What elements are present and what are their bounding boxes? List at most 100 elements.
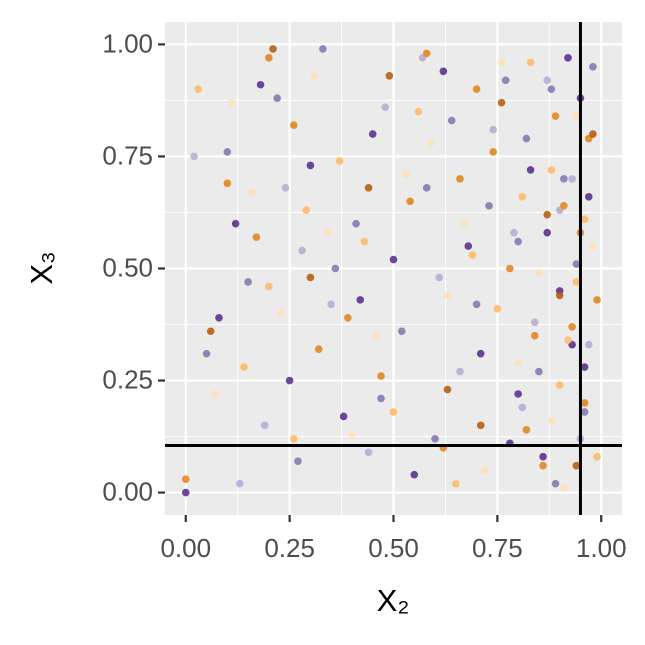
- point: [580, 408, 589, 416]
- x-tick-label: 0.50: [368, 533, 419, 563]
- point: [501, 76, 510, 85]
- point: [398, 327, 406, 336]
- point: [580, 363, 589, 371]
- point: [589, 242, 597, 250]
- point: [481, 466, 489, 474]
- point: [526, 58, 535, 67]
- point: [289, 435, 298, 443]
- point: [202, 349, 211, 358]
- point: [431, 435, 439, 443]
- point: [406, 197, 414, 206]
- point: [211, 390, 219, 398]
- point: [389, 408, 398, 416]
- point: [427, 139, 435, 147]
- point: [456, 175, 464, 183]
- y-axis-title: X₃: [24, 251, 59, 284]
- point: [526, 166, 535, 174]
- point: [381, 103, 389, 111]
- point: [335, 157, 344, 165]
- point: [535, 269, 543, 277]
- point: [593, 452, 601, 461]
- point: [256, 80, 265, 89]
- point: [215, 314, 223, 322]
- point: [572, 278, 581, 286]
- point: [339, 412, 348, 421]
- point: [464, 242, 473, 250]
- point: [560, 484, 568, 492]
- point: [352, 219, 360, 228]
- point: [277, 309, 286, 318]
- point: [518, 403, 527, 412]
- point: [190, 152, 198, 161]
- point: [543, 228, 552, 237]
- point: [364, 448, 373, 457]
- point: [310, 71, 319, 80]
- point: [497, 98, 506, 107]
- point: [194, 85, 203, 94]
- point: [560, 175, 568, 183]
- point: [360, 237, 369, 246]
- point: [510, 228, 518, 237]
- point: [447, 116, 456, 125]
- point: [181, 488, 190, 497]
- point: [551, 112, 560, 120]
- x-tick-label: 0.00: [160, 533, 211, 563]
- point: [327, 300, 335, 309]
- point: [476, 349, 485, 358]
- point: [269, 45, 277, 53]
- point: [323, 228, 331, 237]
- point: [460, 219, 468, 228]
- point: [555, 291, 564, 300]
- point: [435, 273, 444, 282]
- point: [319, 45, 327, 53]
- point: [485, 201, 493, 210]
- point: [530, 331, 539, 340]
- point: [302, 206, 311, 215]
- y-tick-label: 0.00: [102, 476, 153, 506]
- point: [248, 188, 257, 197]
- point: [223, 148, 232, 156]
- point: [522, 134, 531, 143]
- point: [422, 49, 431, 58]
- point: [306, 161, 315, 170]
- point: [356, 296, 365, 304]
- point: [240, 363, 248, 371]
- point: [252, 233, 261, 241]
- point: [235, 479, 244, 488]
- point: [489, 125, 498, 134]
- point: [468, 251, 477, 259]
- point: [227, 98, 236, 107]
- point: [289, 121, 298, 129]
- x-tick-label: 0.75: [472, 533, 523, 563]
- point: [547, 85, 556, 94]
- point: [547, 166, 556, 174]
- point: [518, 192, 527, 201]
- point: [472, 85, 481, 94]
- point: [331, 264, 340, 273]
- x-tick-label: 1.00: [576, 533, 627, 563]
- point: [543, 76, 552, 85]
- point: [551, 479, 560, 488]
- point: [472, 300, 481, 309]
- point: [443, 291, 452, 300]
- point: [206, 327, 215, 336]
- point: [489, 148, 498, 156]
- point: [572, 260, 581, 268]
- point: [572, 112, 581, 120]
- point: [564, 336, 572, 345]
- point: [456, 367, 464, 376]
- point: [593, 296, 601, 304]
- y-tick-label: 0.75: [102, 140, 153, 170]
- point: [344, 314, 352, 322]
- point: [294, 457, 302, 466]
- point: [181, 475, 190, 483]
- point: [568, 175, 576, 183]
- point: [530, 318, 539, 327]
- point: [260, 421, 269, 430]
- point: [410, 470, 419, 479]
- point: [589, 130, 597, 138]
- point: [402, 170, 410, 179]
- point: [285, 376, 294, 385]
- point: [422, 184, 431, 192]
